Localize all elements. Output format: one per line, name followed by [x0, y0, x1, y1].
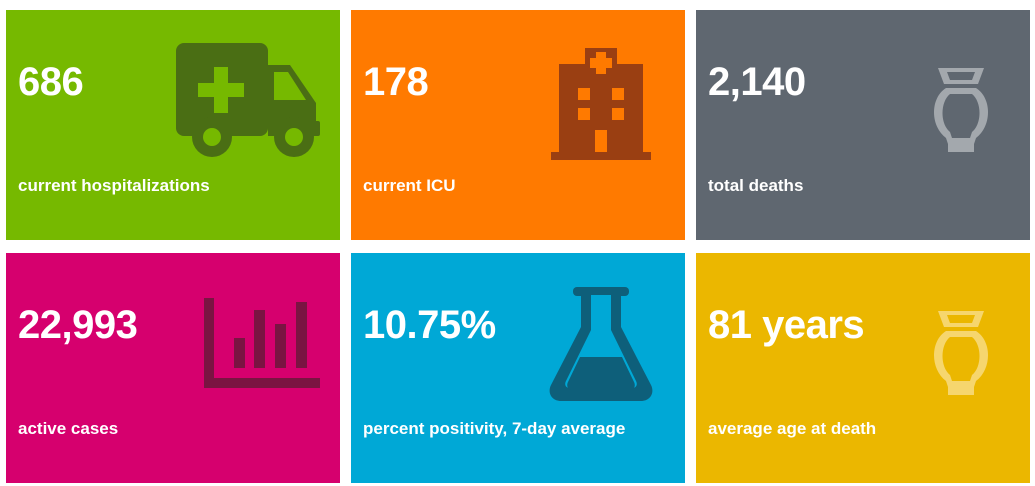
stat-tile-hospitalizations: 686 current hospitalizations — [6, 10, 340, 240]
stat-label: current ICU — [363, 176, 456, 195]
stat-tile-age-at-death: 81 years average age at death — [696, 253, 1030, 483]
ambulance-icon — [176, 43, 320, 157]
stat-value: 178 — [363, 60, 429, 104]
stat-tile-active-cases: 22,993 active cases — [6, 253, 340, 483]
stat-tile-positivity: 10.75% percent positivity, 7-day average — [351, 253, 685, 483]
stat-label: current hospitalizations — [18, 176, 210, 195]
stat-label: total deaths — [708, 176, 804, 195]
stat-tile-icu: 178 current ICU — [351, 10, 685, 240]
stat-label: active cases — [18, 419, 119, 438]
urn-icon — [934, 68, 988, 152]
hospital-icon — [551, 48, 651, 160]
stat-value: 10.75% — [363, 303, 496, 347]
urn-icon — [934, 311, 988, 395]
flask-icon — [549, 287, 653, 401]
stat-value: 22,993 — [18, 303, 138, 347]
stat-value: 686 — [18, 60, 84, 104]
stat-label: percent positivity, 7-day average — [363, 419, 626, 438]
bar-chart-icon — [204, 298, 320, 388]
stat-tile-deaths: 2,140 total deaths — [696, 10, 1030, 240]
stat-value: 2,140 — [708, 60, 806, 104]
stat-label: average age at death — [708, 419, 877, 438]
stat-value: 81 years — [708, 303, 865, 347]
